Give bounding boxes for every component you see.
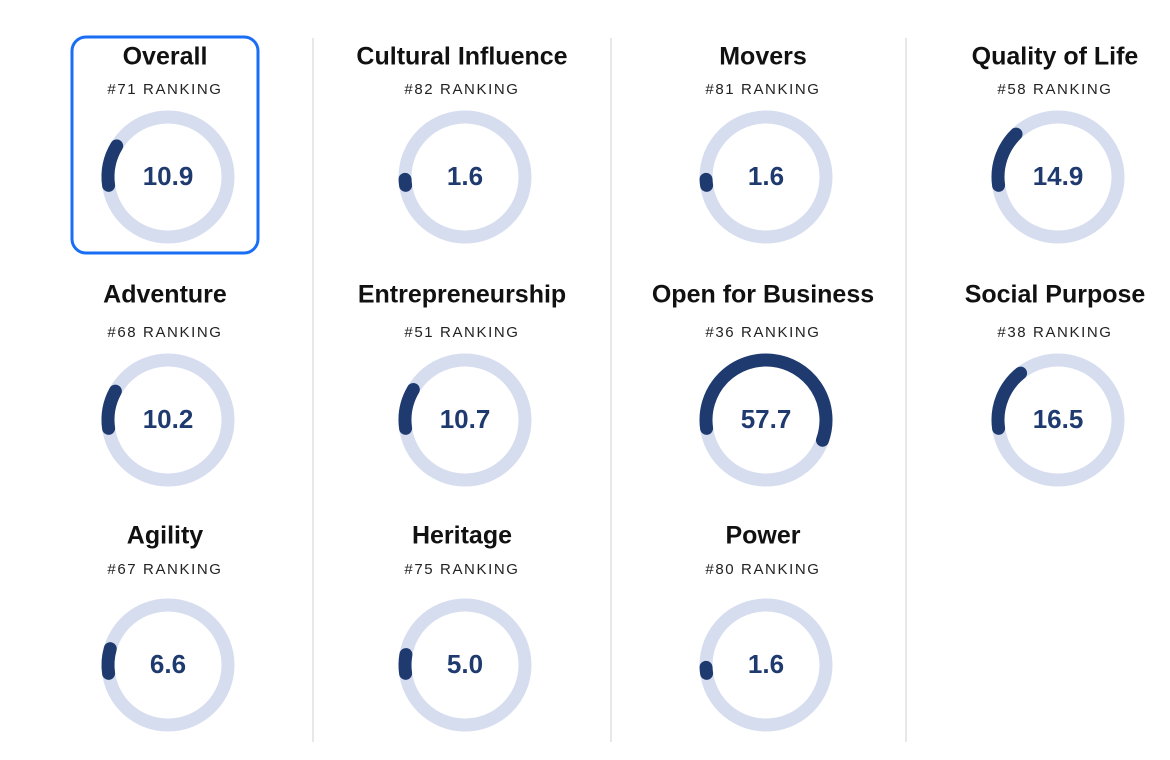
score-value: 57.7	[741, 404, 792, 434]
score-value: 1.6	[447, 161, 483, 191]
category-title: Entrepreneurship	[358, 281, 566, 309]
category-title: Adventure	[103, 281, 227, 309]
gauge-arc	[101, 642, 117, 680]
ranking-label: #80 RANKING	[705, 561, 820, 578]
gauge-arc	[991, 366, 1028, 435]
category-title: Overall	[123, 43, 208, 71]
ranking-label: #58 RANKING	[997, 81, 1112, 98]
gauge-arc	[398, 648, 413, 680]
score-value: 16.5	[1033, 404, 1084, 434]
gauge-arc	[699, 172, 714, 192]
score-value: 10.7	[440, 404, 491, 434]
selected-card[interactable]	[70, 35, 260, 255]
category-title: Cultural Influence	[356, 43, 567, 71]
score-value: 1.6	[748, 161, 784, 191]
ranking-label: #82 RANKING	[404, 81, 519, 98]
gauge-arc	[699, 353, 833, 447]
ranking-label: #51 RANKING	[404, 324, 519, 341]
category-title: Movers	[719, 43, 807, 71]
category-title: Heritage	[412, 522, 512, 550]
ranking-label: #75 RANKING	[404, 561, 519, 578]
score-value: 14.9	[1033, 161, 1084, 191]
ranking-label: #81 RANKING	[705, 81, 820, 98]
score-value: 10.2	[143, 404, 194, 434]
gauge-arc	[991, 127, 1023, 192]
gauge-arc	[398, 172, 413, 192]
gauge-arc	[699, 660, 714, 680]
category-title: Agility	[127, 522, 203, 550]
category-title: Power	[725, 522, 800, 550]
ranking-label: #38 RANKING	[997, 324, 1112, 341]
ranking-label: #67 RANKING	[107, 561, 222, 578]
score-value: 5.0	[447, 649, 483, 679]
ranking-label: #36 RANKING	[705, 324, 820, 341]
gauge-arc	[101, 139, 124, 192]
ranking-label: #68 RANKING	[107, 324, 222, 341]
score-value: 10.9	[143, 161, 194, 191]
ranking-label: #71 RANKING	[107, 81, 222, 98]
gauge-arc	[398, 383, 420, 435]
score-value: 6.6	[150, 649, 186, 679]
category-title: Open for Business	[652, 281, 874, 309]
gauge-arc	[101, 384, 122, 435]
score-value: 1.6	[748, 649, 784, 679]
category-title: Social Purpose	[965, 281, 1146, 309]
category-title: Quality of Life	[972, 43, 1139, 71]
